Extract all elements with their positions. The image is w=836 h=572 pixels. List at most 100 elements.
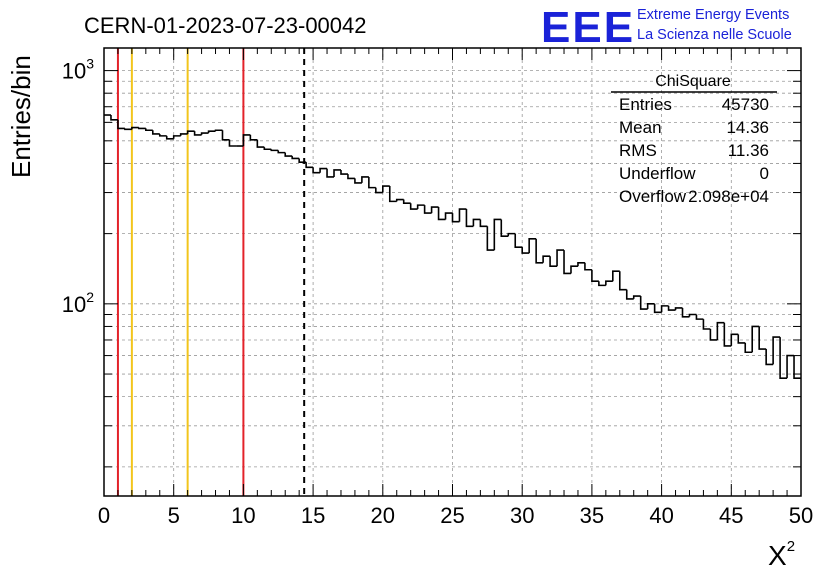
histogram-bin bbox=[221, 130, 230, 141]
histogram-series bbox=[104, 114, 801, 379]
histogram-bin bbox=[395, 198, 404, 202]
histogram-bin bbox=[779, 337, 788, 379]
histogram-bin bbox=[653, 303, 662, 314]
stats-box: ChiSquare Entries 45730 Mean 14.36 RMS 11.36 U… bbox=[611, 73, 777, 206]
run-title: CERN-01-2023-07-23-00042 bbox=[84, 13, 367, 38]
histogram-bin bbox=[165, 135, 174, 140]
histogram-bin bbox=[361, 176, 369, 183]
histogram-bin bbox=[382, 185, 390, 193]
histogram-bin bbox=[423, 205, 432, 214]
histogram-bin bbox=[277, 150, 286, 154]
histogram-bin bbox=[200, 132, 209, 135]
histogram-bin bbox=[723, 322, 732, 347]
histogram-bin bbox=[179, 133, 188, 136]
histogram-bin bbox=[319, 167, 328, 173]
histogram-bin bbox=[186, 130, 195, 134]
histogram-bin bbox=[514, 233, 523, 248]
histogram-bin bbox=[521, 247, 530, 254]
histogram-bin bbox=[158, 133, 167, 137]
stats-row-value: 11.36 bbox=[728, 141, 769, 160]
histogram-bin bbox=[145, 128, 153, 132]
x-axis: 0 5 10 15 20 25 30 35 40 45 50 bbox=[98, 48, 813, 528]
histogram-bin bbox=[326, 168, 335, 178]
histogram-bin bbox=[409, 203, 418, 210]
y-tick-label: 102 bbox=[62, 289, 94, 317]
stats-row-value: 0 bbox=[760, 164, 769, 183]
histogram-bin bbox=[674, 307, 683, 311]
histogram-bin bbox=[388, 186, 397, 203]
histogram-bin bbox=[793, 355, 801, 379]
stats-row-value: 14.36 bbox=[726, 118, 769, 137]
stats-title: ChiSquare bbox=[655, 73, 731, 90]
histogram-bin bbox=[751, 325, 760, 353]
histogram-bin bbox=[709, 329, 718, 341]
histogram-bin bbox=[646, 303, 655, 310]
histogram-bin bbox=[660, 305, 669, 313]
histogram-bin bbox=[605, 280, 613, 286]
x-axis-title-superscript: 2 bbox=[787, 538, 795, 555]
histogram-bin bbox=[584, 262, 592, 271]
histogram-bin bbox=[138, 127, 146, 130]
histogram-bin bbox=[430, 206, 439, 214]
histogram-bin bbox=[486, 226, 495, 251]
y-axis-title: Entries/bin bbox=[6, 55, 36, 178]
histogram-bin bbox=[305, 162, 314, 169]
histogram-bin bbox=[249, 134, 258, 141]
histogram-bin bbox=[493, 218, 502, 251]
histogram-bin bbox=[556, 249, 565, 267]
histogram-bin bbox=[124, 128, 132, 131]
histogram-bin bbox=[117, 119, 125, 130]
histogram-bin bbox=[228, 139, 237, 147]
histogram-bin bbox=[347, 174, 355, 180]
x-tick-label: 5 bbox=[168, 503, 180, 528]
histogram-bin bbox=[256, 139, 265, 148]
histogram-bin bbox=[695, 314, 704, 320]
histogram-bin bbox=[765, 349, 774, 366]
histogram-bin bbox=[131, 126, 139, 130]
histogram-bin bbox=[542, 255, 551, 263]
eee-logo-text: EEE bbox=[541, 3, 635, 52]
histogram-bin bbox=[207, 130, 216, 134]
histogram-bin bbox=[549, 256, 558, 267]
histogram-bin bbox=[354, 178, 362, 184]
x-tick-label: 35 bbox=[580, 503, 604, 528]
histogram-bin bbox=[591, 269, 599, 283]
x-tick-label: 20 bbox=[371, 503, 395, 528]
x-tick-label: 45 bbox=[719, 503, 743, 528]
histogram-bin bbox=[340, 169, 348, 175]
x-tick-label: 40 bbox=[649, 503, 673, 528]
x-tick-label: 50 bbox=[789, 503, 813, 528]
histogram-bin bbox=[375, 187, 383, 194]
histogram-bin bbox=[667, 305, 676, 311]
stats-row-value: 45730 bbox=[722, 95, 769, 114]
eee-logo-line2: La Scienza nelle Scuole bbox=[637, 27, 792, 43]
histogram-bin bbox=[437, 207, 446, 221]
x-axis-title-base: X bbox=[768, 540, 787, 571]
histogram-bin bbox=[577, 261, 585, 267]
histogram-bin bbox=[263, 147, 272, 151]
histogram-bin bbox=[242, 134, 251, 147]
histogram-bin bbox=[291, 156, 300, 160]
histogram-bin bbox=[402, 199, 411, 205]
y-tick-label: 103 bbox=[62, 56, 94, 84]
x-tick-label: 30 bbox=[510, 503, 534, 528]
histogram-bin bbox=[528, 238, 537, 254]
histogram-bin bbox=[479, 219, 488, 228]
x-tick-label: 10 bbox=[231, 503, 255, 528]
eee-logo: EEE Extreme Energy Events La Scienza nel… bbox=[541, 3, 792, 52]
histogram-bin bbox=[270, 149, 279, 152]
histogram-bin bbox=[472, 218, 481, 227]
stats-row-label: Entries bbox=[619, 95, 672, 114]
histogram-bin bbox=[368, 176, 376, 189]
histogram-bin bbox=[639, 296, 648, 310]
histogram-bin bbox=[333, 169, 341, 177]
histogram-bin bbox=[465, 209, 474, 228]
histogram-bin bbox=[312, 167, 321, 174]
eee-logo-line1: Extreme Energy Events bbox=[637, 7, 789, 23]
histogram-bin bbox=[772, 336, 781, 365]
x-tick-label: 15 bbox=[301, 503, 325, 528]
histogram-bin bbox=[500, 219, 509, 237]
histogram-bin bbox=[507, 232, 516, 237]
